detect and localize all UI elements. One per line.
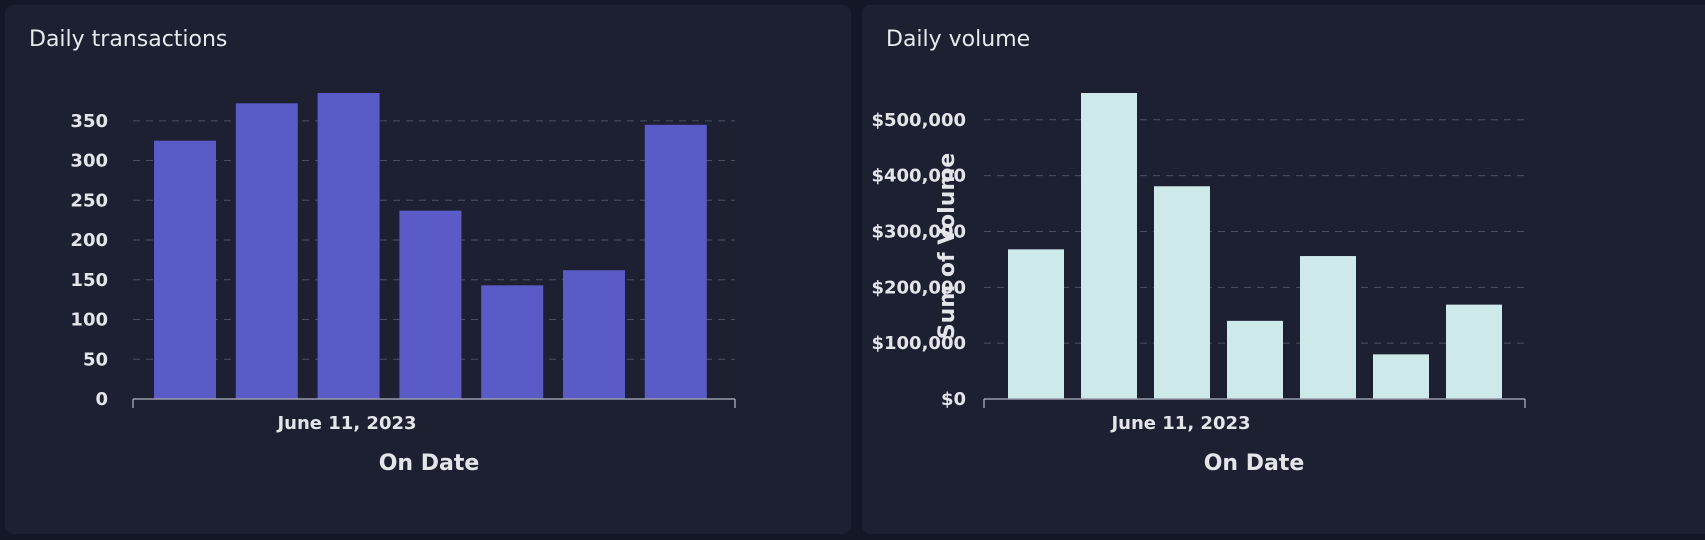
transactions-bar-chart: 0 50 100 150 200 250 300 350 June 11, 2023 On Dat…	[39, 53, 736, 476]
bar	[317, 93, 380, 399]
panel-title: Daily transactions	[29, 27, 228, 52]
y-axis-title: Sum of Number Of Transactions	[39, 53, 64, 446]
y-tick-label: 0	[95, 389, 108, 410]
y-tick-label: 50	[83, 349, 108, 370]
daily-volume-panel: Daily volume $0 $100,000 $200,000 $300,000 $…	[862, 5, 1705, 534]
y-tick-label: 250	[70, 190, 108, 211]
x-axis-title: On Date	[1204, 451, 1305, 476]
y-tick-label: 150	[70, 270, 108, 291]
y-tick-label: 200	[70, 230, 108, 251]
x-tick-label: June 11, 2023	[275, 413, 416, 434]
y-tick-label: $300,000	[871, 221, 966, 242]
bar	[399, 210, 462, 399]
y-tick-label: $100,000	[871, 333, 966, 354]
y-tick-label: $400,000	[871, 166, 966, 187]
y-tick-label: 100	[70, 310, 108, 331]
bar	[1373, 354, 1429, 399]
bar	[235, 103, 298, 400]
bar	[1008, 249, 1064, 399]
y-tick-label: $500,000	[871, 110, 966, 131]
x-axis-title: On Date	[379, 451, 480, 476]
daily-transactions-panel: Daily transactions 0 50 100 150 200 250 300 350…	[5, 5, 851, 534]
bar	[563, 270, 625, 399]
bar	[1081, 93, 1137, 399]
bar	[1154, 186, 1210, 399]
y-tick-label: 300	[70, 151, 108, 172]
y-axis-title: Sum of Volume	[935, 153, 960, 339]
bar	[1300, 256, 1356, 399]
bar	[1227, 320, 1283, 399]
bar	[481, 285, 544, 399]
y-tick-label: 350	[70, 111, 108, 132]
y-tick-label: $0	[941, 389, 966, 410]
volume-bar-chart: $0 $100,000 $200,000 $300,000 $400,000 $500,0…	[871, 93, 1526, 476]
bar	[154, 140, 216, 400]
x-tick-label: June 11, 2023	[1109, 413, 1250, 434]
y-tick-label: $200,000	[871, 277, 966, 298]
bar	[644, 124, 707, 399]
bar	[1446, 304, 1502, 399]
panel-title: Daily volume	[886, 27, 1031, 52]
